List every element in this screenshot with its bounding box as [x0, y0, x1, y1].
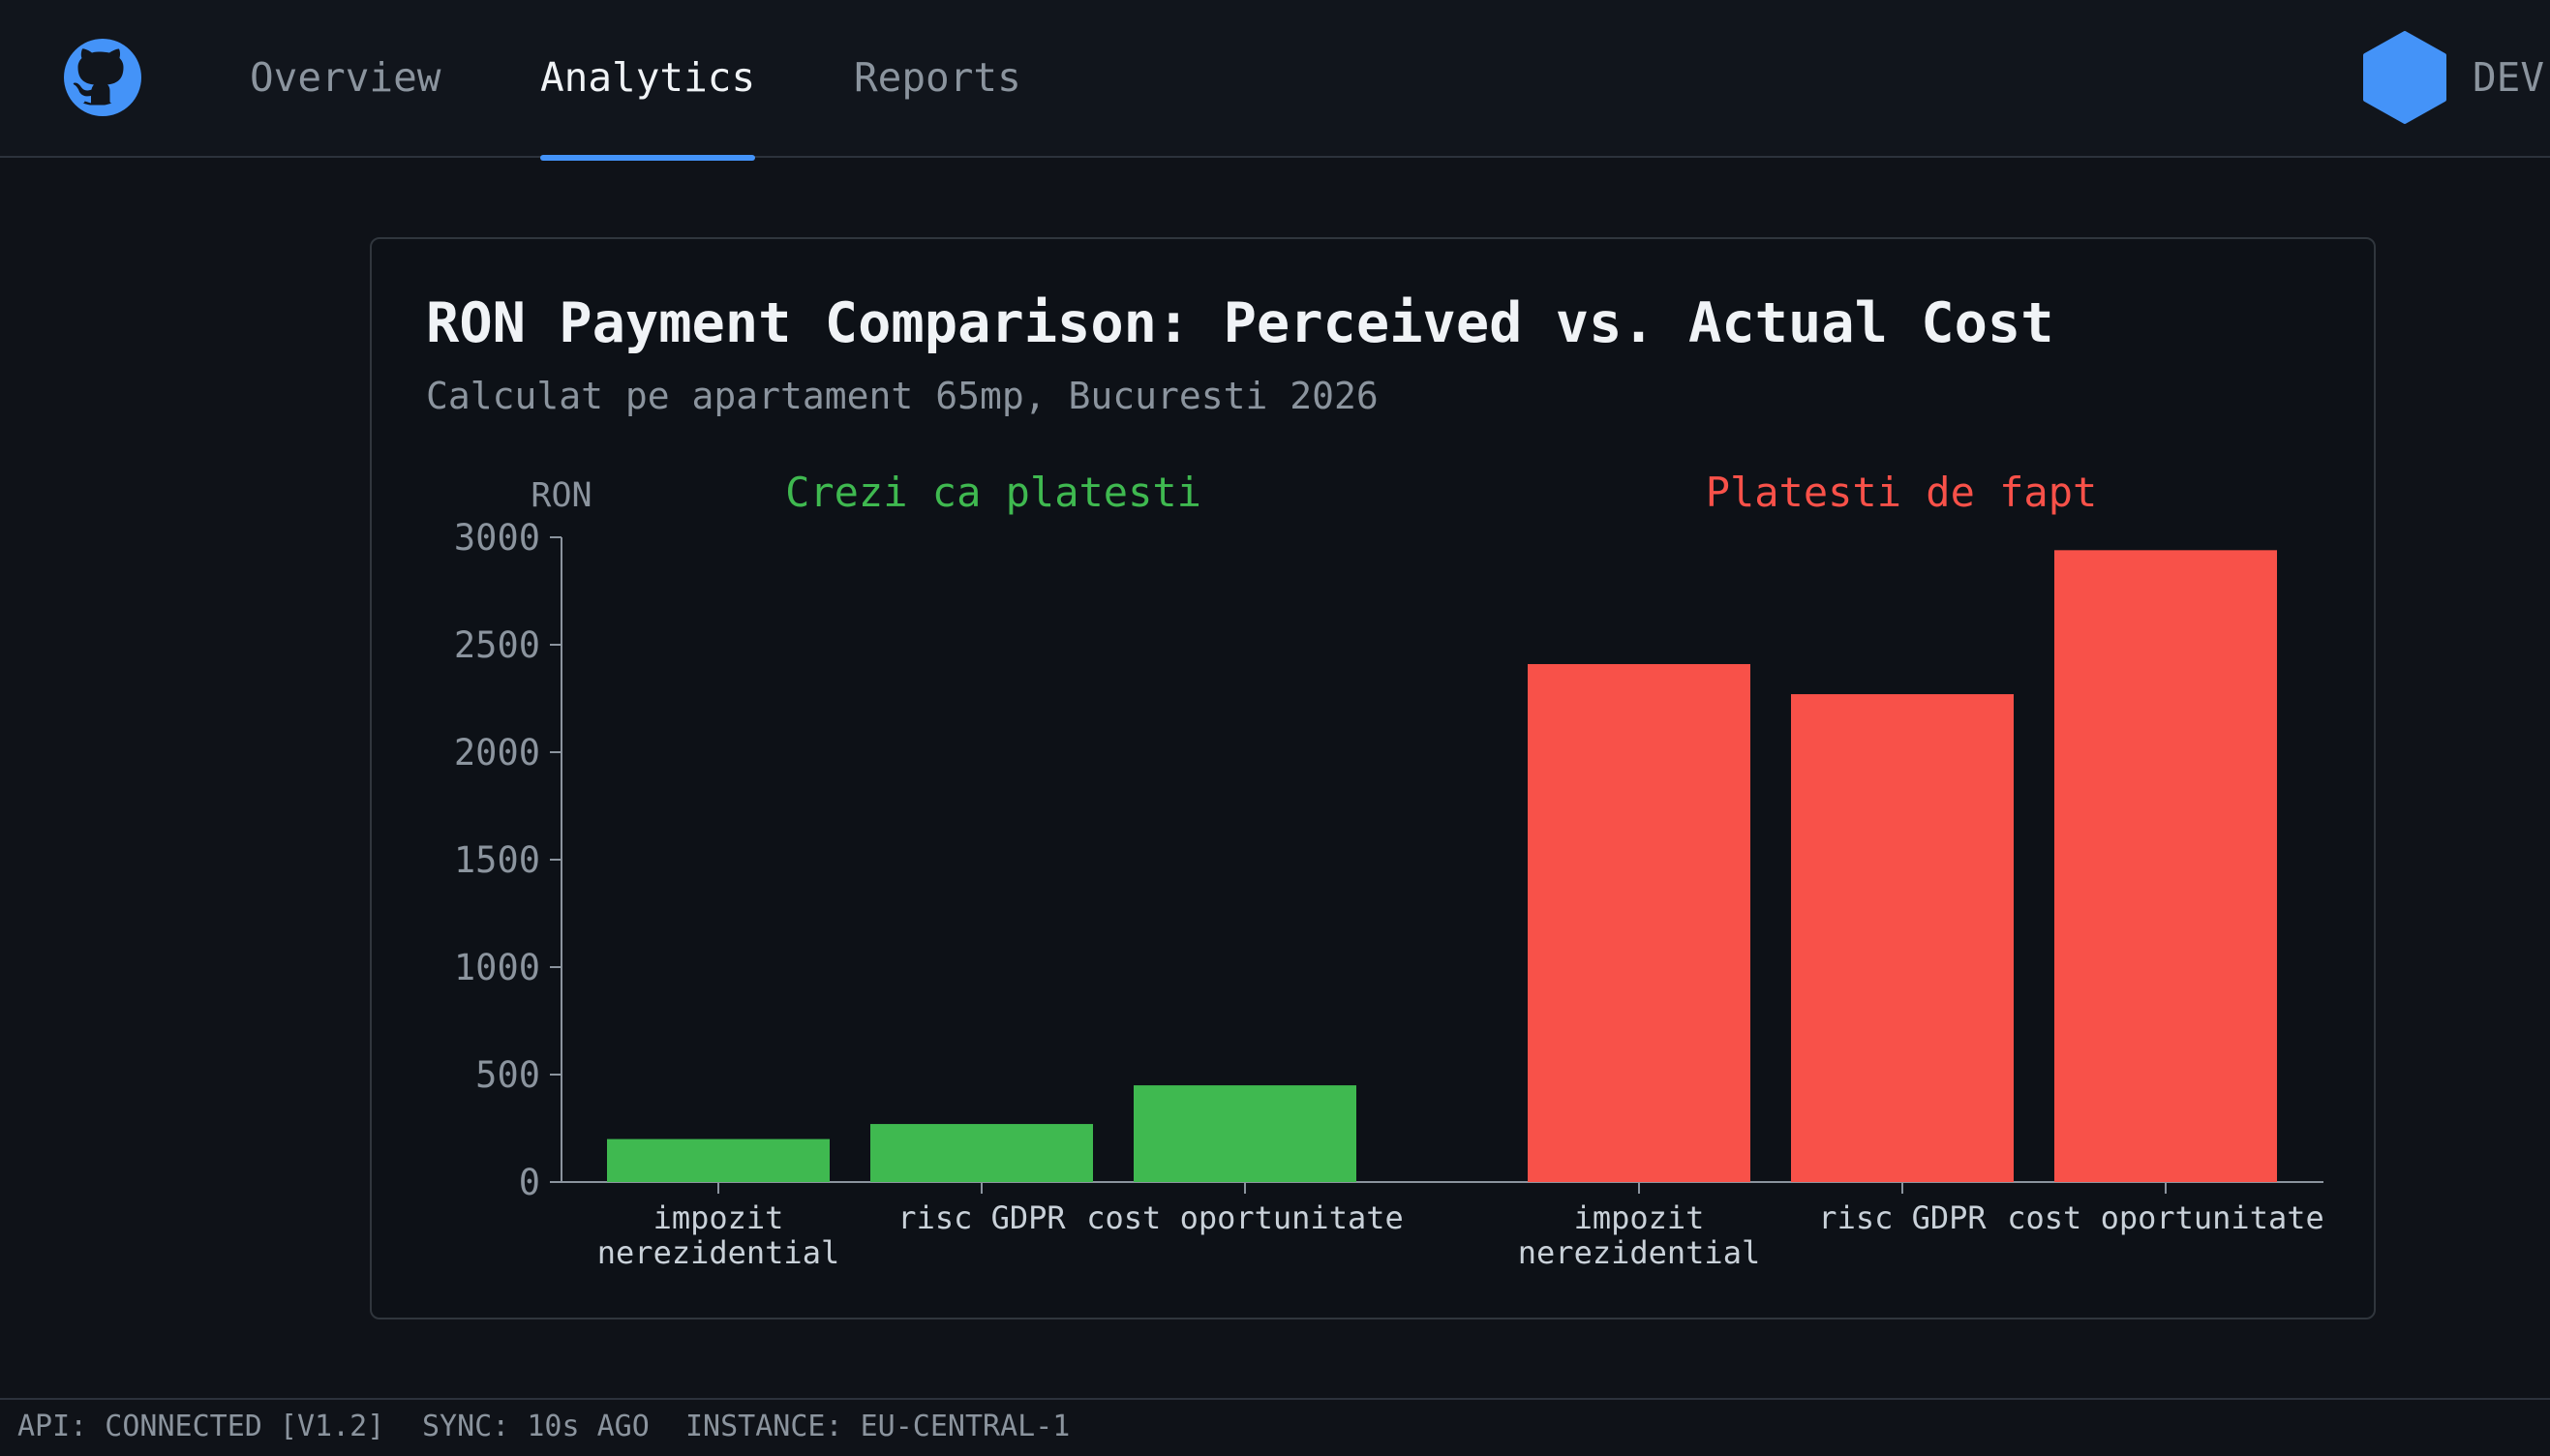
profile-label[interactable]: DEV: [2473, 54, 2545, 101]
tab-analytics[interactable]: Analytics: [540, 48, 756, 161]
y-tick-label: 2500: [454, 624, 540, 666]
y-axis-label: RON: [531, 476, 592, 515]
bar-actual-1: [1791, 694, 2014, 1182]
top-nav-bar: Overview Analytics Reports DEV: [0, 0, 2550, 161]
card-subtitle: Calculat pe apartament 65mp, Bucuresti 2…: [426, 375, 1379, 417]
y-tick-label: 1500: [454, 839, 540, 881]
x-tick-label: risc GDPR: [1818, 1199, 1987, 1236]
x-tick-label: risc GDPR: [897, 1199, 1066, 1236]
status-bar: API: CONNECTED [V1.2] SYNC: 10s AGO INST…: [0, 1398, 2550, 1456]
y-tick-label: 1000: [454, 947, 540, 988]
x-tick-label: cost oportunitate: [2007, 1199, 2324, 1236]
bar-chart: RON Crezi ca platesti Platesti de fapt 0…: [454, 469, 2324, 1271]
chart-card: RON Payment Comparison: Perceived vs. Ac…: [370, 237, 2376, 1320]
y-tick-label: 0: [519, 1162, 540, 1203]
group-label-perceived: Crezi ca platesti: [785, 469, 1201, 516]
x-tick-label: cost oportunitate: [1086, 1199, 1404, 1236]
x-tick-label: nerezidential: [597, 1234, 839, 1271]
tab-overview[interactable]: Overview: [250, 48, 440, 158]
status-api: API: CONNECTED [V1.2]: [17, 1410, 385, 1443]
tab-overview-label: Overview: [250, 54, 441, 101]
bar-perceived-0: [607, 1138, 830, 1182]
x-tick-label: impozit: [653, 1199, 784, 1236]
bar-actual-2: [2054, 550, 2277, 1182]
card-title: RON Payment Comparison: Perceived vs. Ac…: [426, 291, 2054, 355]
hexagon-avatar-icon[interactable]: [2362, 31, 2447, 124]
x-tick-label: impozit: [1574, 1199, 1705, 1236]
active-tab-indicator: [540, 155, 756, 161]
chart-axes: 0 500 1000 1500 2000 2500 3000: [454, 517, 2323, 1203]
bar-actual-0: [1528, 663, 1750, 1182]
x-tick-label: nerezidential: [1518, 1234, 1760, 1271]
tab-reports[interactable]: Reports: [854, 48, 1021, 158]
status-instance: INSTANCE: EU-CENTRAL-1: [685, 1410, 1071, 1443]
group-label-actual: Platesti de fapt: [1706, 469, 2098, 516]
tab-reports-label: Reports: [854, 54, 1021, 101]
y-tick-label: 2000: [454, 732, 540, 774]
tab-analytics-label: Analytics: [540, 54, 756, 101]
github-icon[interactable]: [64, 39, 141, 116]
bar-perceived-1: [870, 1124, 1093, 1182]
chart-bars: [607, 550, 2277, 1182]
y-tick-label: 500: [475, 1054, 540, 1096]
y-tick-label: 3000: [454, 517, 540, 559]
status-sync: SYNC: 10s AGO: [422, 1410, 650, 1443]
bar-perceived-2: [1134, 1085, 1356, 1182]
